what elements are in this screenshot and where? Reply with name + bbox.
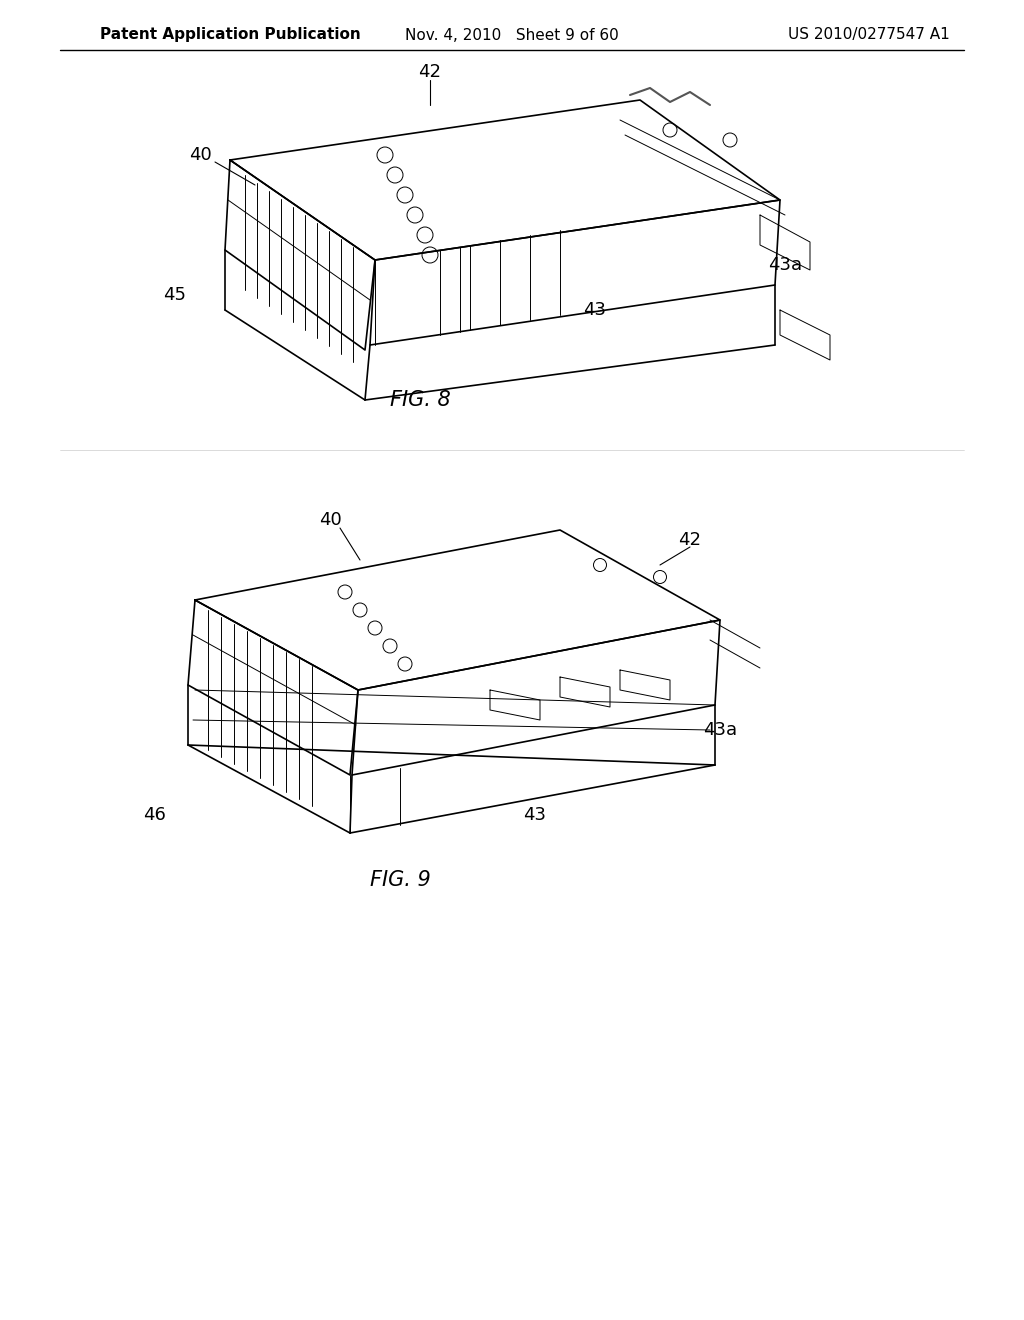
- Text: 42: 42: [679, 531, 701, 549]
- Text: 45: 45: [164, 286, 186, 304]
- Text: FIG. 8: FIG. 8: [389, 389, 451, 411]
- Text: Patent Application Publication: Patent Application Publication: [100, 28, 360, 42]
- Text: 43a: 43a: [702, 721, 737, 739]
- Text: US 2010/0277547 A1: US 2010/0277547 A1: [788, 28, 950, 42]
- Text: 42: 42: [419, 63, 441, 81]
- Text: FIG. 9: FIG. 9: [370, 870, 430, 890]
- Text: 43: 43: [523, 807, 547, 824]
- Text: 40: 40: [318, 511, 341, 529]
- Text: 43: 43: [584, 301, 606, 319]
- Text: 40: 40: [188, 147, 211, 164]
- Text: 46: 46: [143, 807, 167, 824]
- Text: Nov. 4, 2010   Sheet 9 of 60: Nov. 4, 2010 Sheet 9 of 60: [406, 28, 618, 42]
- Text: 43a: 43a: [768, 256, 802, 275]
